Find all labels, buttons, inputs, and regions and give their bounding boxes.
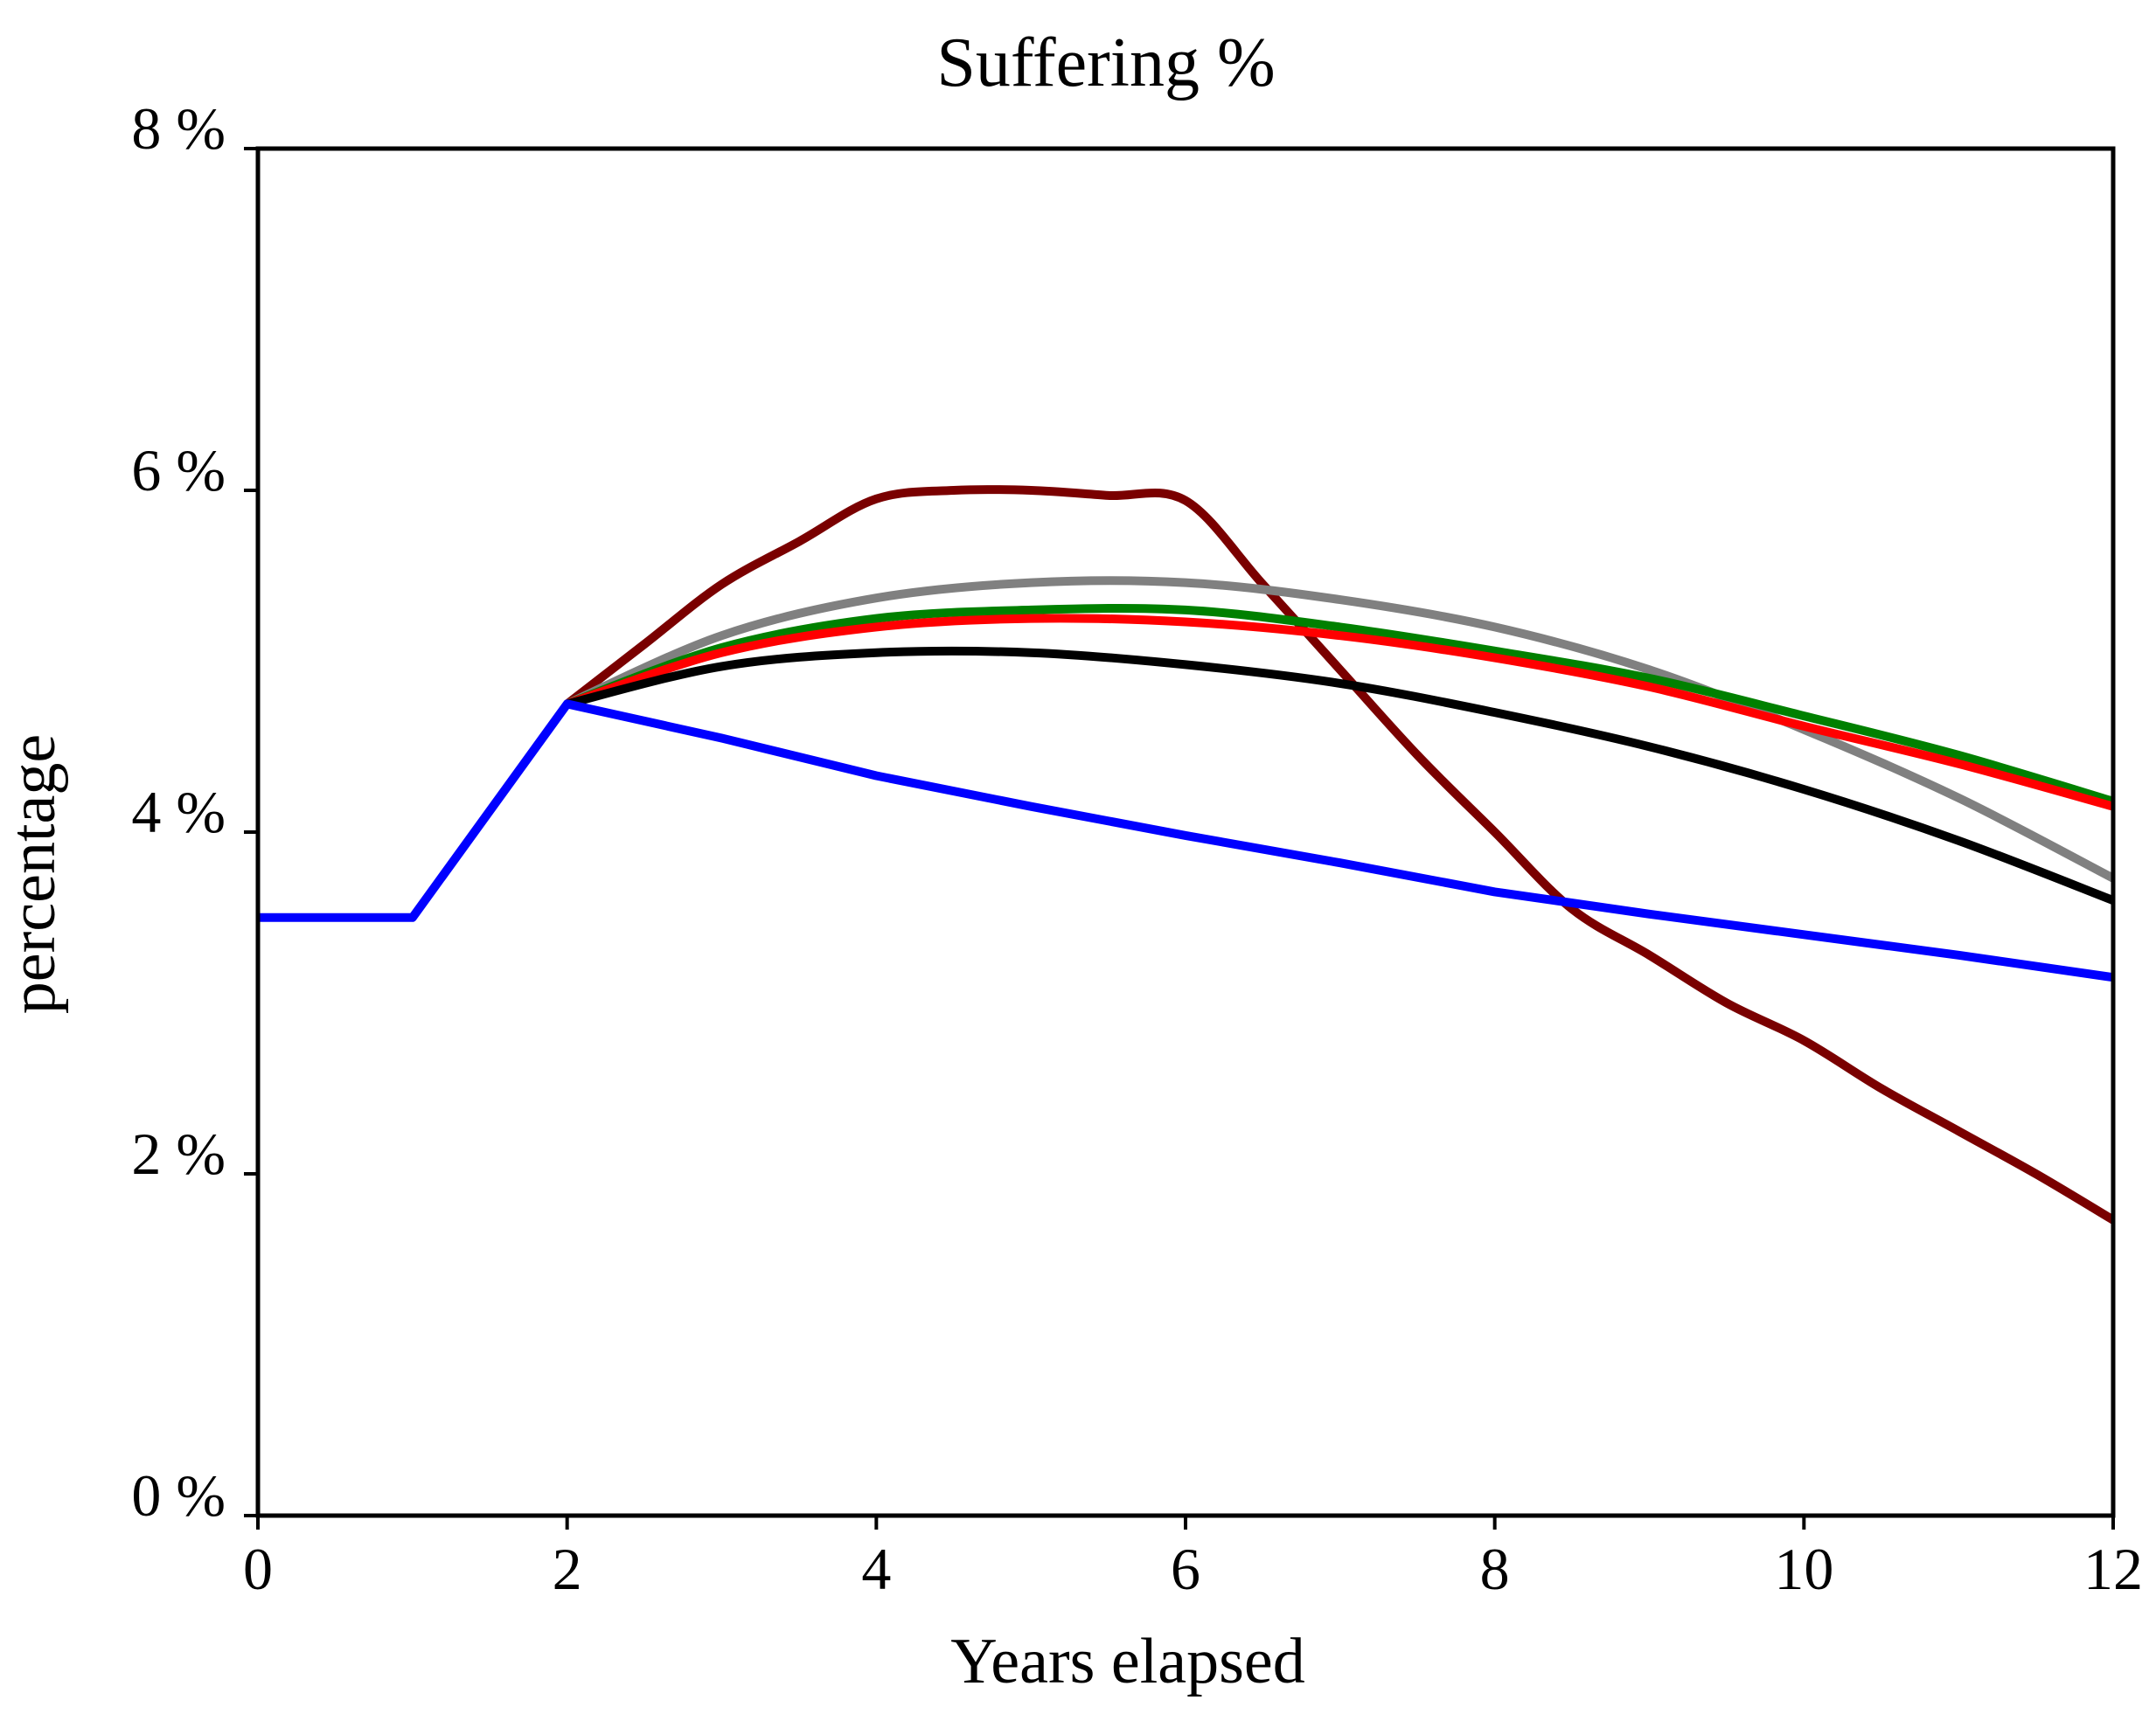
x-tick-label: 2 <box>553 1536 582 1602</box>
series-line-dark-red <box>564 485 2116 1225</box>
x-tick-label: 8 <box>1480 1536 1510 1602</box>
y-tick-label: 8 % <box>131 95 226 162</box>
y-tick-label: 4 % <box>131 779 226 845</box>
series-layer <box>258 485 2116 1225</box>
x-tick-label: 0 <box>243 1536 273 1602</box>
series-line-blue <box>258 699 2114 982</box>
series-line-gray <box>565 576 2116 883</box>
chart-title: Suffering % <box>936 24 1275 101</box>
series-line-black <box>566 646 2115 905</box>
y-tick-label: 0 % <box>131 1462 226 1529</box>
series-line-green <box>565 603 2115 806</box>
y-axis-label: percentage <box>0 734 69 1014</box>
x-tick-label: 12 <box>2083 1536 2143 1602</box>
tick-layer: 0 2 4 6 8 10 12 0 % 2 % 4 % 6 % 8 % <box>131 95 2143 1602</box>
series-line-red <box>566 614 2115 811</box>
x-tick-label: 4 <box>861 1536 891 1602</box>
y-tick-label: 2 % <box>131 1121 226 1187</box>
x-tick-label: 6 <box>1171 1536 1200 1602</box>
y-tick-label: 6 % <box>131 437 226 503</box>
x-tick-label: 10 <box>1774 1536 1833 1602</box>
x-axis-label: Years elapsed <box>950 1626 1305 1697</box>
